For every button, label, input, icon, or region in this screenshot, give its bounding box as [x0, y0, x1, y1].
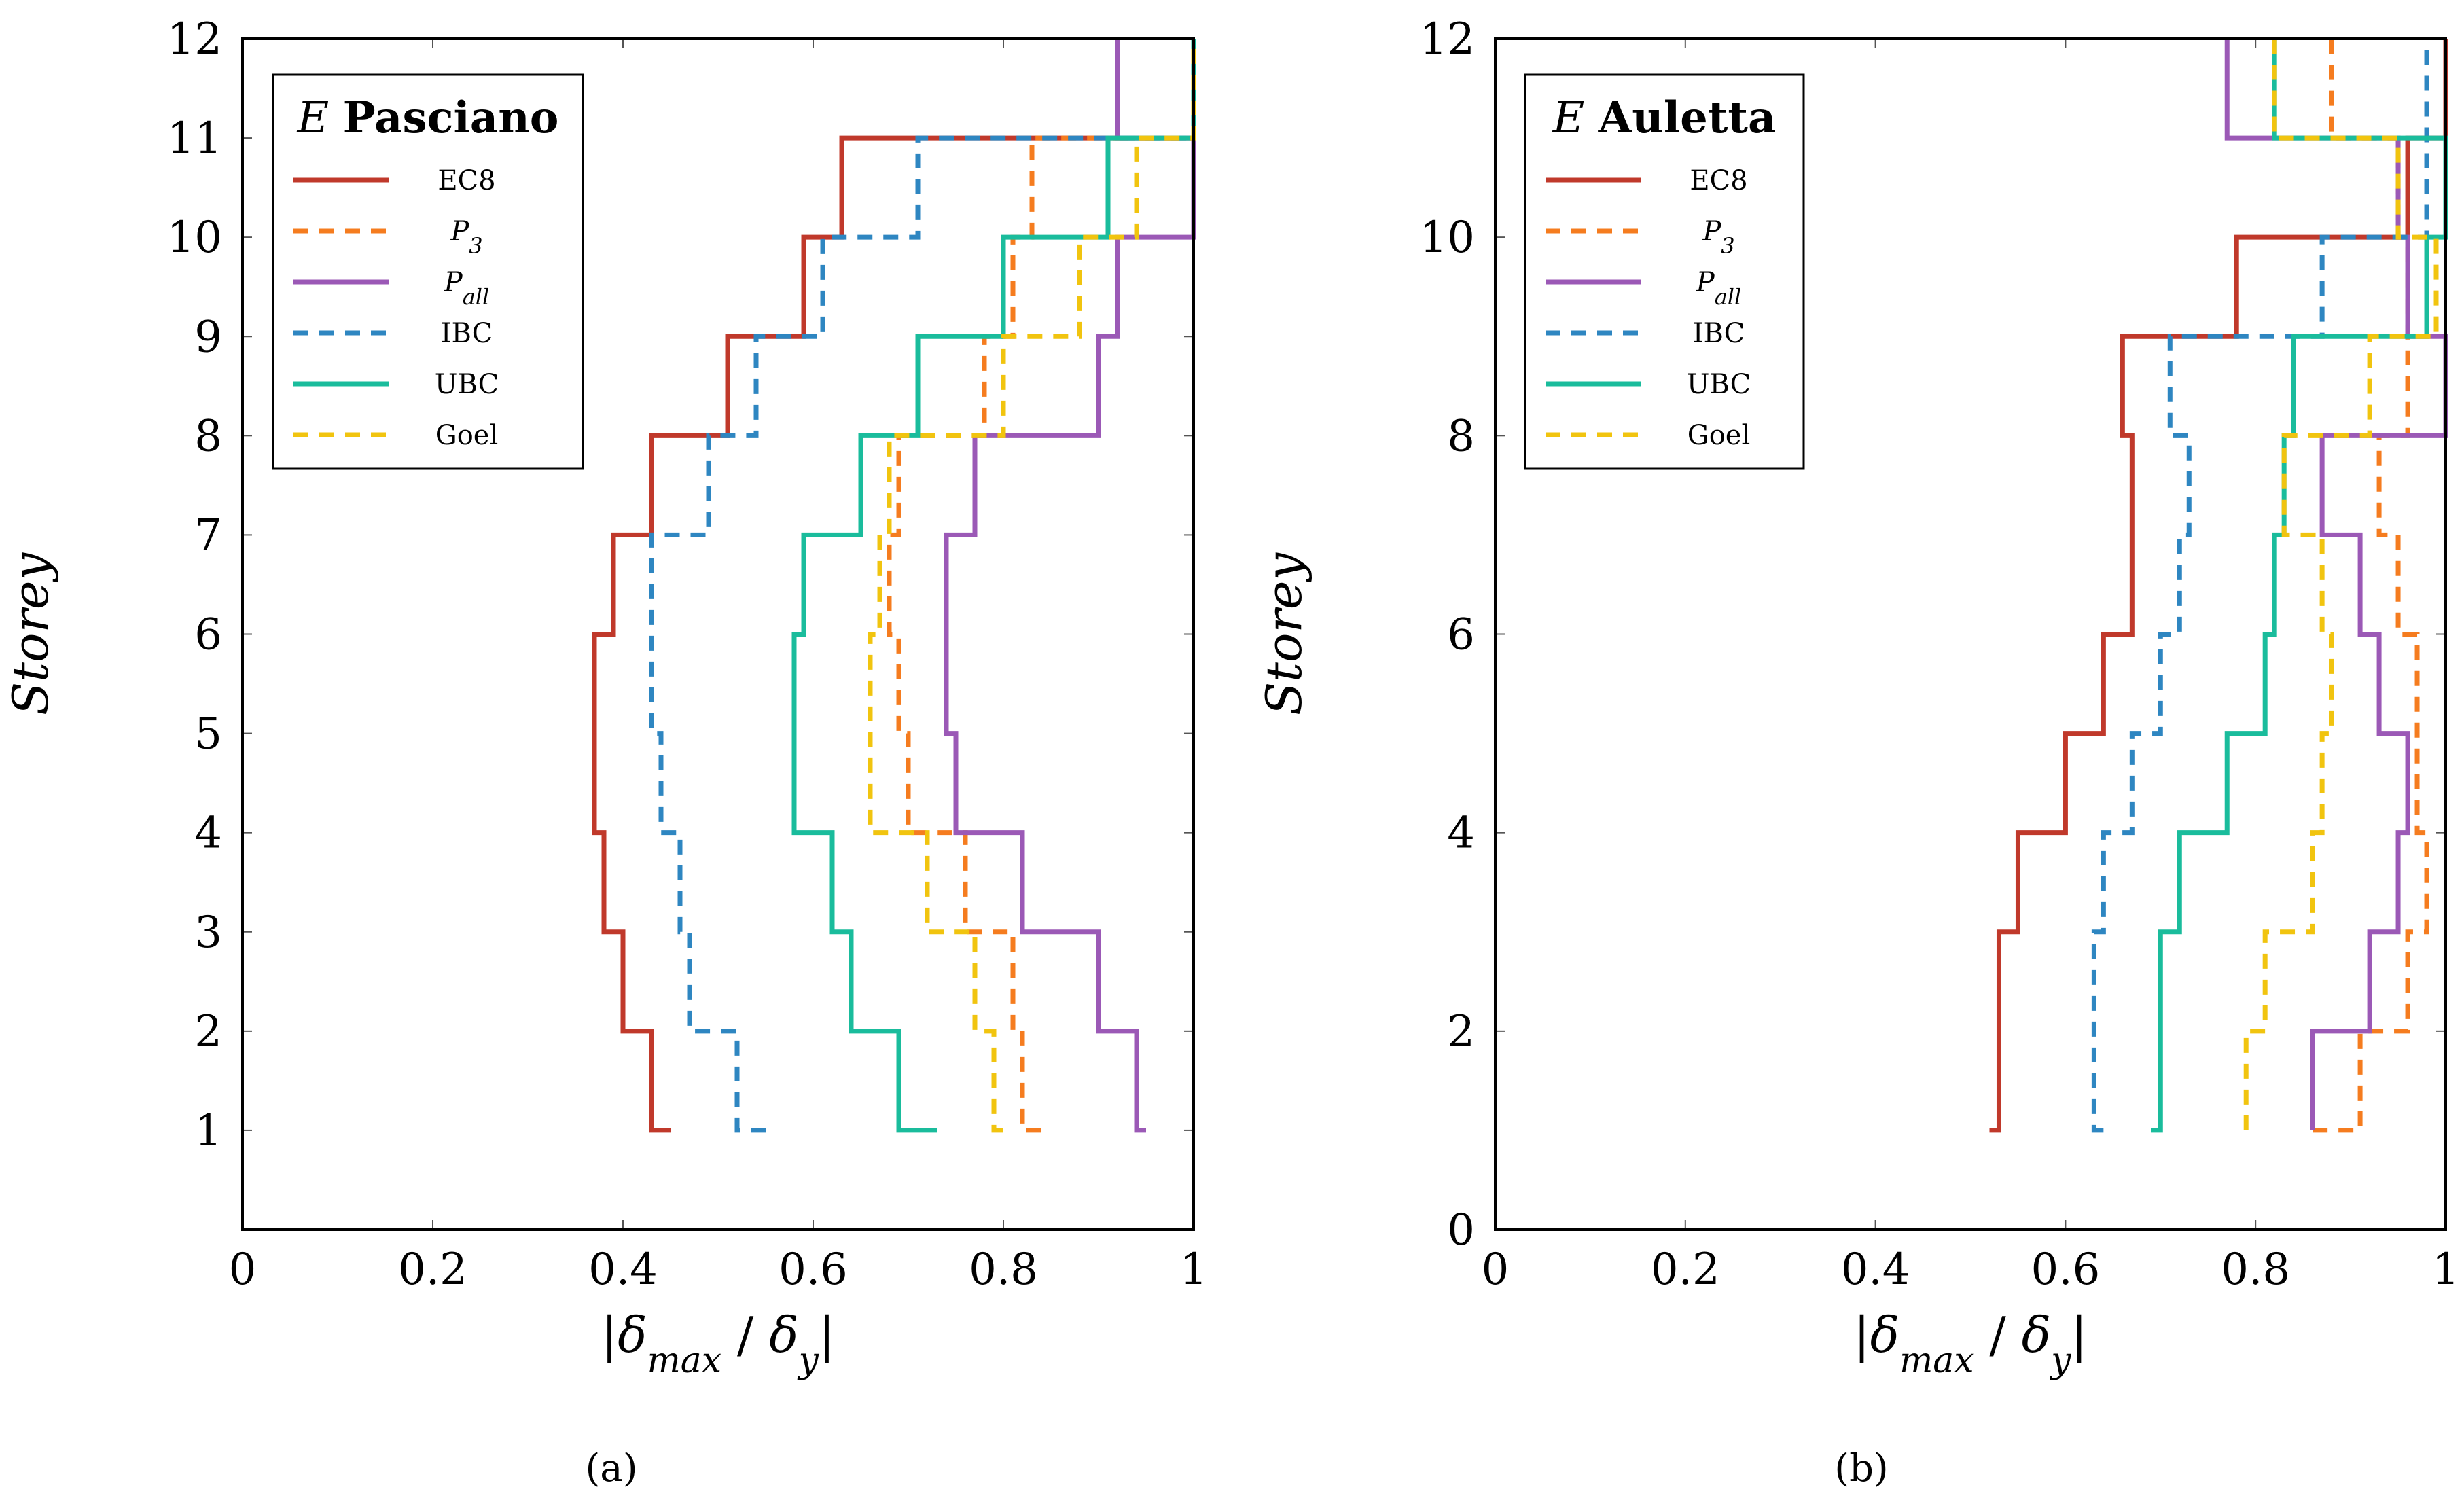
- y-tick-label: 11: [167, 113, 222, 164]
- legend-label-goel: Goel: [435, 420, 499, 451]
- x-tick-label: 0: [1482, 1245, 1510, 1295]
- legend-label-ubc: UBC: [1687, 369, 1751, 400]
- series-ec8-line: [592, 39, 1196, 1133]
- x-axis-label: |δmax / δy|: [1853, 1306, 2087, 1381]
- legend-title: E Pasciano: [297, 92, 559, 143]
- series-ubc-line: [2151, 39, 2448, 1133]
- y-tick-label: 0: [1447, 1205, 1475, 1255]
- x-axis-label: |δmax / δy|: [601, 1306, 835, 1381]
- legend-label-p3: P3: [450, 216, 482, 259]
- x-tick-label: 0.4: [1841, 1245, 1910, 1295]
- plot-frame: [1494, 37, 2447, 1231]
- y-tick-label: 10: [1420, 213, 1475, 263]
- legend: E Auletta EC8 P3 Pall IBC UBC Goel: [1524, 73, 1805, 470]
- y-tick-label: 10: [167, 213, 222, 263]
- legend-title: E Auletta: [1552, 92, 1776, 143]
- y-tick-label: 2: [194, 1007, 222, 1057]
- series-ibc-line: [2091, 39, 2429, 1133]
- panel-caption: (b): [1834, 1446, 1889, 1490]
- y-tick-label: 5: [194, 709, 222, 759]
- panel-caption: (a): [585, 1446, 637, 1490]
- y-axis-label: Storey: [1255, 552, 1313, 716]
- legend-label-ec8: EC8: [1690, 165, 1747, 196]
- legend: E Pasciano EC8 P3 Pall IBC UBC Goel: [272, 73, 584, 470]
- y-tick-label: 4: [1447, 808, 1475, 859]
- series-p3-line: [887, 39, 1196, 1133]
- y-tick-label: 4: [194, 808, 222, 859]
- legend-label-ibc: IBC: [441, 318, 493, 349]
- legend-label-pall: Pall: [1696, 267, 1741, 310]
- legend-box: [1524, 73, 1805, 470]
- x-tick-label: 0.2: [398, 1245, 467, 1295]
- y-tick-label: 7: [194, 510, 222, 560]
- series-ibc-line: [649, 39, 1196, 1133]
- x-tick-label: 1: [2432, 1245, 2460, 1295]
- x-tick-label: 1: [1180, 1245, 1208, 1295]
- x-tick-label: 0.2: [1651, 1245, 1720, 1295]
- legend-label-pall: Pall: [444, 267, 489, 310]
- legend-label-ec8: EC8: [438, 165, 495, 196]
- legend-label-ubc: UBC: [435, 369, 499, 400]
- legend-label-p3: P3: [1702, 216, 1734, 259]
- x-tick-label: 0.4: [588, 1245, 658, 1295]
- series-pall-line: [944, 39, 1196, 1133]
- y-tick-label: 1: [194, 1106, 222, 1156]
- series-ec8-line: [1989, 39, 2448, 1133]
- series-ubc-line: [791, 39, 1196, 1133]
- x-tick-label: 0.8: [2221, 1245, 2290, 1295]
- y-axis-label: Storey: [2, 552, 59, 716]
- y-tick-label: 6: [1447, 610, 1475, 660]
- plot-frame: [241, 37, 1195, 1231]
- legend-label-ibc: IBC: [1693, 318, 1745, 349]
- y-tick-label: 2: [1447, 1007, 1475, 1057]
- x-tick-label: 0.6: [2031, 1245, 2101, 1295]
- y-tick-label: 3: [194, 908, 222, 958]
- y-tick-label: 12: [167, 14, 222, 65]
- x-tick-label: 0.8: [969, 1245, 1038, 1295]
- y-tick-label: 6: [194, 610, 222, 660]
- y-tick-label: 8: [1447, 411, 1475, 461]
- y-tick-label: 9: [194, 312, 222, 362]
- x-tick-label: 0.6: [779, 1245, 848, 1295]
- x-tick-label: 0: [229, 1245, 257, 1295]
- y-tick-label: 8: [194, 411, 222, 461]
- y-tick-label: 12: [1420, 14, 1475, 65]
- legend-box: [272, 73, 584, 470]
- series-pall-line: [2224, 39, 2448, 1130]
- legend-label-goel: Goel: [1688, 420, 1751, 451]
- series-goel-line: [2243, 39, 2439, 1130]
